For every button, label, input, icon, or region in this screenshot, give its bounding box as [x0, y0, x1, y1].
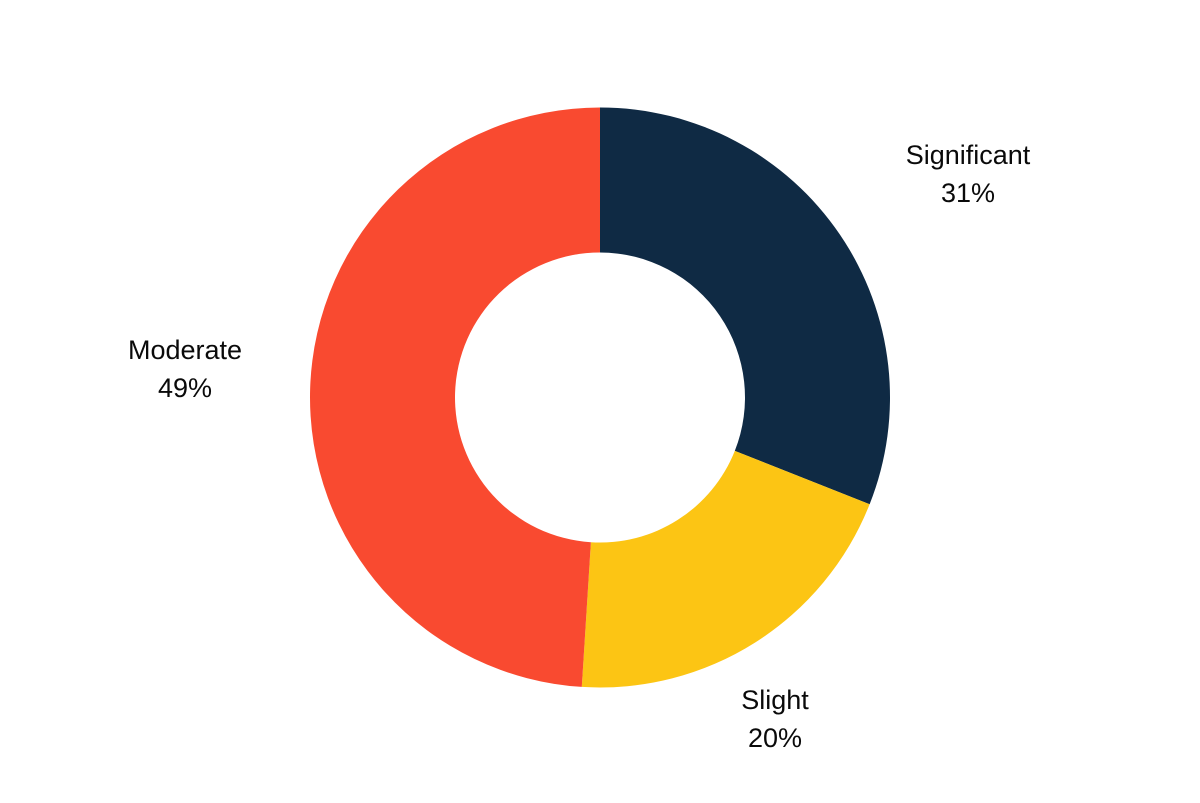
slice-name: Significant: [906, 137, 1031, 175]
slice-pct: 31%: [906, 175, 1031, 213]
slice-pct: 49%: [128, 370, 242, 408]
donut-slice: [600, 108, 890, 505]
slice-pct: 20%: [741, 720, 809, 758]
slice-name: Slight: [741, 682, 809, 720]
slice-label-slight: Slight 20%: [741, 682, 809, 758]
donut-slice: [310, 108, 600, 687]
slice-name: Moderate: [128, 332, 242, 370]
slice-label-significant: Significant 31%: [906, 137, 1031, 213]
slice-label-moderate: Moderate 49%: [128, 332, 242, 408]
